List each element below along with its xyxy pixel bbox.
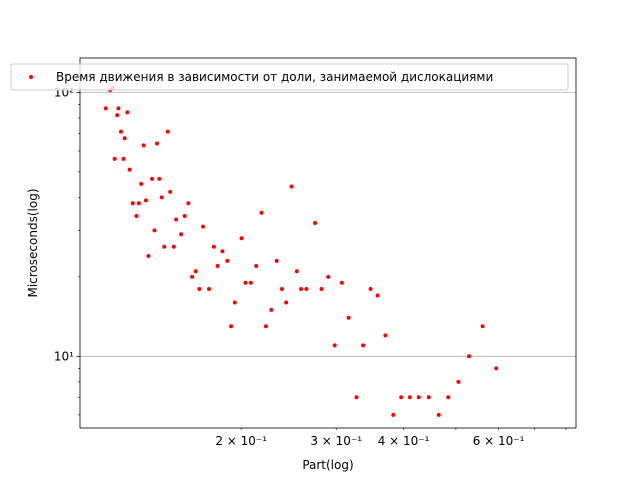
data-point [383,333,388,338]
data-point [263,324,268,329]
data-point [399,395,404,400]
grid-lines [80,91,576,357]
data-point [319,286,324,291]
data-point [121,156,126,161]
data-point [480,324,485,329]
data-point [274,258,279,263]
data-point [211,244,216,249]
data-point [243,280,248,285]
data-point [313,220,318,225]
data-point [206,286,211,291]
data-point [339,280,344,285]
data-point [182,214,187,219]
plot-frame [79,57,577,429]
data-point [279,286,284,291]
data-point [215,263,220,268]
data-point [165,129,170,134]
data-point [197,286,202,291]
data-point [494,366,499,371]
data-point [150,176,155,181]
data-point [141,143,146,148]
data-point [254,263,259,268]
data-point [179,232,184,237]
data-point [289,184,294,189]
data-point [118,129,123,134]
data-point [346,315,351,320]
x-axis-label: Part(log) [302,458,353,472]
x-tick-label: 4 × 10⁻¹ [378,434,430,448]
data-point [407,395,412,400]
data-point [143,198,148,203]
legend-entry: Время движения в зависимости от доли, за… [56,70,493,84]
data-point [154,141,159,146]
y-axis-label: Microseconds(log) [26,188,40,297]
data-point [139,181,144,186]
data-point [304,286,309,291]
data-point [229,324,234,329]
data-point [134,214,139,219]
data-point [201,224,206,229]
data-point [174,217,179,222]
x-tick-label: 3 × 10⁻¹ [310,434,362,448]
data-point [122,136,127,141]
data-point [299,286,304,291]
data-point [326,274,331,279]
data-point [426,395,431,400]
data-point [239,236,244,241]
data-point [127,167,132,172]
x-tick-label: 2 × 10⁻¹ [215,434,267,448]
data-point [284,300,289,305]
data-point [152,228,157,233]
data-point [112,156,117,161]
data-point [416,395,421,400]
legend-marker [29,75,33,79]
data-point [168,189,173,194]
data-points [103,85,499,417]
data-point [225,258,230,263]
data-point [190,274,195,279]
data-point [446,395,451,400]
data-point [103,106,108,111]
data-point [248,280,253,285]
data-point [375,293,380,298]
data-point [136,201,141,206]
data-point [171,244,176,249]
legend-box [10,63,569,91]
data-point [456,379,461,384]
data-point [220,249,225,254]
data-point [146,253,151,258]
data-point [269,307,274,312]
data-point [332,343,337,348]
data-point [162,244,167,249]
y-tick-label: 10¹ [54,349,74,363]
data-point [125,110,130,115]
data-point [186,201,191,206]
data-point [259,210,264,215]
x-tick-label: 6 × 10⁻¹ [473,434,525,448]
data-point [466,354,471,359]
data-point [391,412,396,417]
data-point [294,269,299,274]
data-point [159,195,164,200]
data-point [368,286,373,291]
data-point [130,201,135,206]
data-point [116,106,121,111]
data-point [232,300,237,305]
data-point [157,176,162,181]
data-point [436,412,441,417]
data-point [115,113,120,118]
data-point [354,395,359,400]
legend: Время движения в зависимости от доли, за… [10,63,569,91]
data-point [193,269,198,274]
data-point [361,343,366,348]
